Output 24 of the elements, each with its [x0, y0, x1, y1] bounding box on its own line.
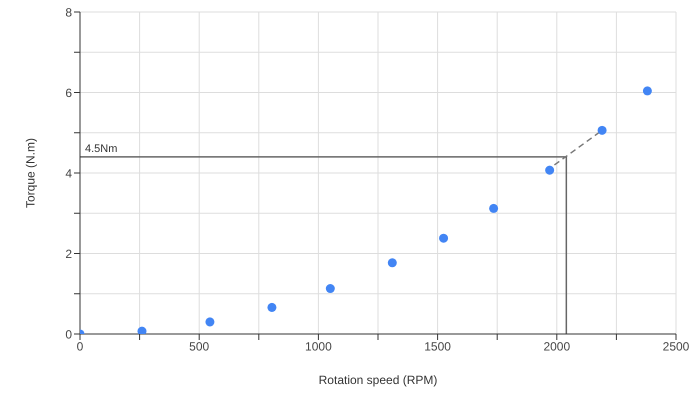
- y-tick-label: 8: [65, 5, 72, 20]
- y-tick-label: 0: [65, 327, 72, 342]
- point: [267, 302, 276, 312]
- y-axis-title: Torque (N.m): [23, 138, 38, 208]
- point: [388, 258, 397, 268]
- y-tick-label: 2: [65, 246, 72, 261]
- x-tick-label: 0: [76, 340, 84, 354]
- x-tick-label: 1500: [424, 340, 452, 354]
- annotation: 4.5Nm: [85, 142, 118, 155]
- x-tick-label: 500: [189, 340, 210, 354]
- y-tick-label: 6: [65, 86, 72, 100]
- point: [137, 326, 146, 334]
- point: [598, 126, 607, 135]
- x-tick-label: 2000: [543, 340, 570, 354]
- point: [489, 204, 498, 213]
- x-axis-title: Rotation speed (RPM): [318, 373, 438, 387]
- point: [439, 234, 448, 243]
- x-tick-label: 2500: [662, 340, 690, 354]
- point: [205, 317, 214, 326]
- x-tick-label: 1000: [305, 340, 332, 354]
- y-tick-label: 4: [65, 166, 72, 180]
- point: [326, 284, 335, 294]
- point: [642, 86, 652, 96]
- point: [545, 166, 554, 175]
